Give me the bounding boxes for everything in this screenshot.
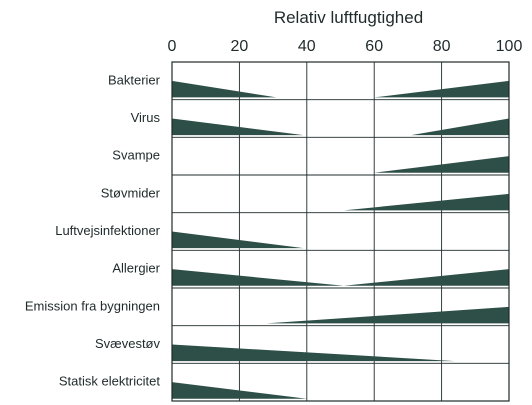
category-label: Svævestøv — [95, 336, 161, 351]
category-label: Statisk elektricitet — [59, 374, 161, 389]
band-high — [266, 306, 509, 324]
band-low — [172, 382, 307, 399]
category-label: Bakterier — [108, 72, 161, 87]
band-low — [172, 269, 344, 286]
category-label: Emission fra bygningen — [25, 298, 160, 313]
band-high — [343, 193, 509, 211]
category-label: Svampe — [112, 148, 160, 163]
x-tick-label: 60 — [365, 38, 383, 55]
band-low — [172, 344, 456, 362]
x-tick-label: 40 — [298, 38, 316, 55]
band-high — [343, 269, 509, 286]
band-low — [172, 231, 304, 249]
x-tick-label: 80 — [433, 38, 451, 55]
data-bands — [172, 80, 509, 399]
x-tick-label: 20 — [231, 38, 249, 55]
category-label: Støvmider — [101, 185, 161, 200]
band-high — [411, 118, 509, 136]
x-tick-labels: 0 20 40 60 80 100 — [168, 38, 523, 55]
band-high — [374, 156, 509, 173]
category-labels: Bakterier Virus Svampe Støvmider Luftvejsinf… — [25, 72, 161, 388]
category-label: Virus — [131, 110, 161, 125]
band-low — [172, 80, 277, 98]
x-tick-label: 100 — [496, 38, 523, 55]
plot-frame — [171, 61, 510, 402]
band-high — [374, 80, 509, 98]
x-tick-label: 0 — [168, 38, 177, 55]
gridlines — [172, 62, 509, 401]
band-low — [172, 118, 304, 136]
category-label: Allergier — [112, 261, 160, 276]
x-axis-title: Relativ luftfugtighed — [274, 8, 423, 27]
category-label: Luftvejsinfektioner — [55, 223, 160, 238]
